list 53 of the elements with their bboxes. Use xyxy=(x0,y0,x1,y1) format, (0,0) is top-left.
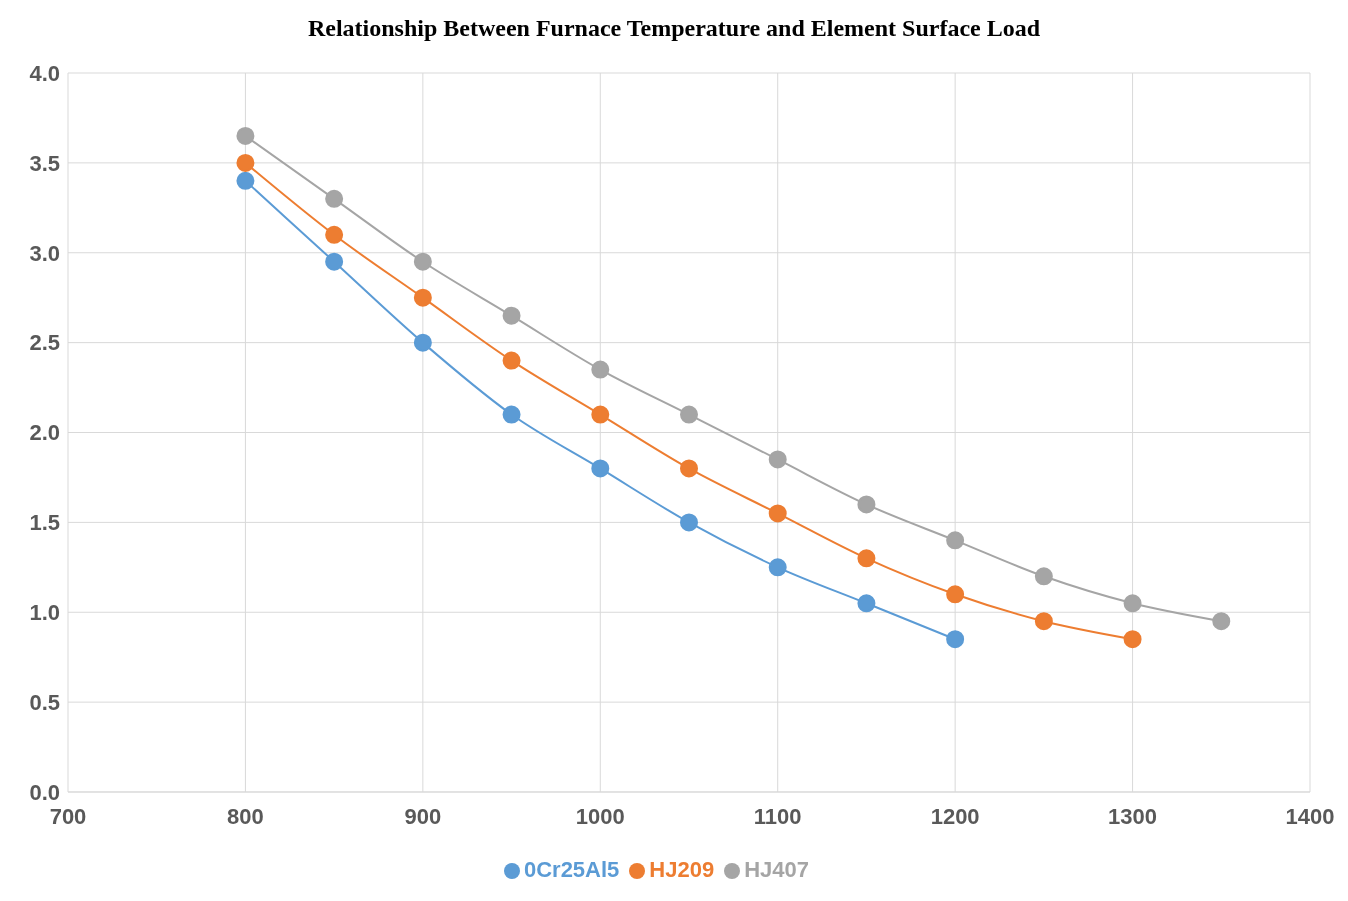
point xyxy=(325,225,344,244)
point xyxy=(325,252,344,271)
point xyxy=(768,450,787,469)
point xyxy=(946,531,965,550)
point xyxy=(1034,612,1053,631)
point xyxy=(502,306,521,325)
point xyxy=(946,630,965,649)
point xyxy=(591,459,610,478)
point xyxy=(1123,630,1142,649)
point xyxy=(236,153,255,172)
point xyxy=(413,252,432,271)
point xyxy=(591,405,610,424)
x-tick-label: 1200 xyxy=(930,803,980,829)
x-tick-label: 700 xyxy=(49,803,87,829)
y-tick-label: 1.5 xyxy=(29,510,60,536)
point xyxy=(857,594,876,613)
y-tick-label: 4.0 xyxy=(29,60,60,86)
point xyxy=(768,504,787,523)
y-tick-label: 3.5 xyxy=(29,150,60,176)
x-tick-label: 1300 xyxy=(1108,803,1158,829)
point xyxy=(680,513,698,532)
y-tick-label: 1.0 xyxy=(29,600,60,626)
y-tick-label: 0.5 xyxy=(29,689,60,715)
y-tick-label: 2.5 xyxy=(29,330,60,356)
point xyxy=(325,189,344,208)
point xyxy=(1034,567,1053,586)
point xyxy=(680,405,698,424)
legend-label: HJ209 xyxy=(649,857,715,882)
point xyxy=(680,459,698,478)
point xyxy=(1123,594,1142,613)
x-tick-label: 900 xyxy=(404,803,442,829)
point xyxy=(768,558,787,577)
y-tick-label: 3.0 xyxy=(29,240,60,266)
y-tick-label: 2.0 xyxy=(29,420,60,446)
point xyxy=(236,171,255,190)
x-tick-label: 1100 xyxy=(753,803,802,829)
legend-label: HJ407 xyxy=(744,857,810,882)
chart-title: Relationship Between Furnace Temperature and Element Surface Load xyxy=(306,14,1042,43)
point xyxy=(591,360,610,379)
point xyxy=(857,549,876,568)
point xyxy=(1212,612,1231,631)
point xyxy=(946,585,965,604)
x-tick-label: 1000 xyxy=(575,803,625,829)
legend-label: 0Cr25Al5 xyxy=(523,857,620,882)
point xyxy=(413,333,432,352)
point xyxy=(502,351,521,370)
point xyxy=(502,405,521,424)
point xyxy=(857,495,876,514)
point xyxy=(236,126,255,145)
y-tick-label: 0.0 xyxy=(29,779,60,805)
x-tick-label: 800 xyxy=(227,803,264,829)
x-tick-label: 1400 xyxy=(1285,803,1335,829)
point xyxy=(413,288,432,307)
